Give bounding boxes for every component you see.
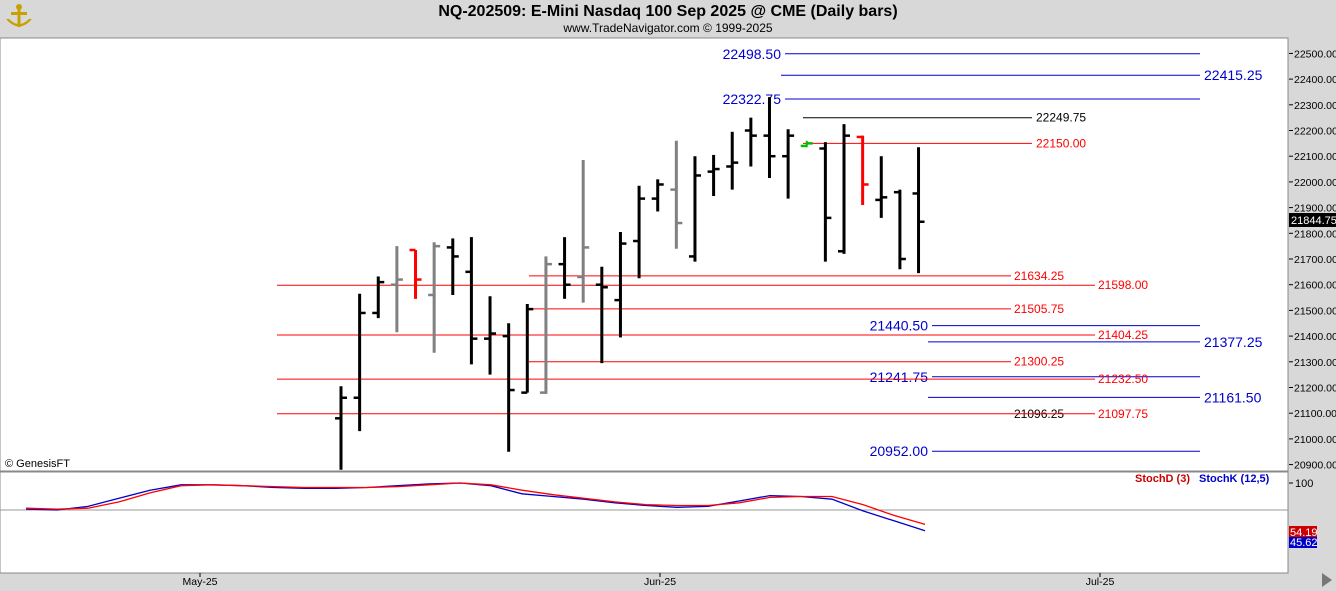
level-label: 21097.75 (1098, 407, 1148, 421)
time-label: Jul-25 (1086, 576, 1115, 588)
stoch-tick-100-label: 100 (1295, 478, 1313, 490)
scroll-right-icon[interactable] (1322, 573, 1332, 587)
stochk-legend: StochK (12,5) (1199, 473, 1270, 485)
stochd-line (25, 482, 926, 526)
copyright-text: © GenesisFT (5, 458, 70, 470)
level-label: 21377.25 (1204, 334, 1263, 350)
chart-subtitle: www.TradeNavigator.com © 1999-2025 (563, 21, 773, 35)
level-label: 21232.50 (1098, 372, 1148, 386)
price-tick-label: 22200.00 (1294, 126, 1336, 138)
level-label: 22150.00 (1036, 136, 1086, 150)
chart-header: NQ-202509: E-Mini Nasdaq 100 Sep 2025 @ … (0, 0, 1336, 38)
price-tick-label: 21500.00 (1294, 305, 1336, 317)
price-tick-label: 21400.00 (1294, 331, 1336, 343)
last-price-box (1289, 213, 1336, 227)
level-label: 21161.50 (1204, 389, 1262, 405)
level-label: 21598.00 (1098, 278, 1148, 292)
stochd-legend: StochD (3) (1135, 473, 1190, 485)
price-tick-label: 21600.00 (1294, 280, 1336, 292)
level-label: 22249.75 (1036, 111, 1086, 125)
stochastic-lines (0, 482, 1288, 532)
stochd-value-box (1289, 526, 1317, 538)
price-tick-label: 21000.00 (1294, 434, 1336, 446)
price-tick-label: 20900.00 (1294, 460, 1336, 472)
stochd-value: 54.19 (1290, 527, 1318, 539)
level-label: 22415.25 (1204, 67, 1263, 83)
time-label: May-25 (182, 576, 217, 588)
price-tick-label: 21200.00 (1294, 382, 1336, 394)
time-axis-labels: May-25 Jun-25 Jul-25 (182, 573, 1114, 588)
time-label: Jun-25 (644, 576, 676, 588)
price-axis (1289, 38, 1336, 573)
chart-title: NQ-202509: E-Mini Nasdaq 100 Sep 2025 @ … (438, 3, 898, 20)
price-axis-ticks: 20900.00 21000.00 21100.00 21200.00 21300.00… (1289, 48, 1336, 472)
stochk-value-box (1289, 537, 1317, 548)
price-tick-label: 22000.00 (1294, 177, 1336, 189)
level-label: 20952.00 (870, 443, 929, 459)
price-tick-label: 21900.00 (1294, 203, 1336, 215)
price-tick-label: 21700.00 (1294, 254, 1336, 266)
price-tick-label: 22300.00 (1294, 100, 1336, 112)
price-tick-label: 22400.00 (1294, 74, 1336, 86)
level-label: 22322.75 (723, 91, 782, 107)
price-panel (0, 37, 1289, 472)
level-label: 21505.75 (1014, 302, 1064, 316)
ohlc-bars (335, 97, 925, 470)
level-label: 22498.50 (723, 46, 782, 62)
price-tick-label: 21800.00 (1294, 228, 1336, 240)
level-label: 21300.25 (1014, 355, 1064, 369)
level-label: 21404.25 (1098, 328, 1148, 342)
price-tick-label: 22500.00 (1294, 48, 1336, 60)
level-label: 21440.50 (870, 318, 929, 334)
price-tick-label: 22100.00 (1294, 151, 1336, 163)
level-label: 21241.75 (870, 369, 929, 385)
last-price-label: 21844.75 (1291, 215, 1336, 227)
time-axis (0, 574, 1288, 591)
price-levels: 22498.50 22415.25 22322.75 22249.75 22150.00… (277, 46, 1263, 459)
stochastic-panel (0, 471, 1289, 574)
price-tick-label: 21100.00 (1294, 408, 1336, 420)
stochk-value: 45.62 (1290, 537, 1318, 549)
price-tick-label: 21300.00 (1294, 357, 1336, 369)
level-label: 21634.25 (1014, 269, 1064, 283)
trade-navigator-logo-icon (6, 4, 32, 27)
